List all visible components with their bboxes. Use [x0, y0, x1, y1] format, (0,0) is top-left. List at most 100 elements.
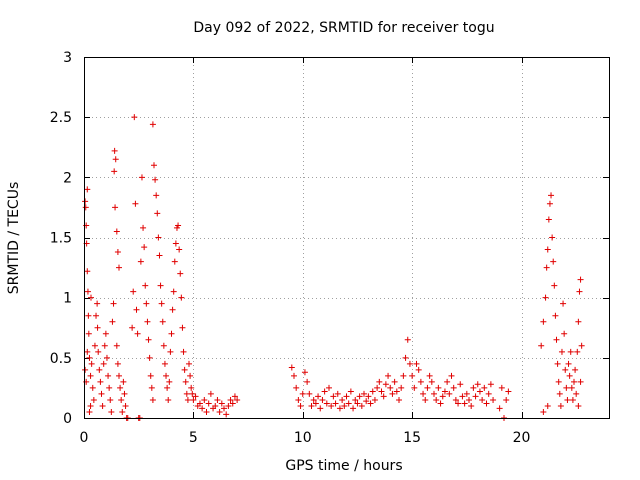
data-point: [341, 402, 348, 409]
data-point: [165, 396, 172, 403]
data-point: [426, 372, 433, 379]
data-point: [196, 400, 203, 407]
data-point: [138, 174, 145, 181]
data-point: [544, 402, 551, 409]
data-point: [181, 366, 188, 373]
data-point: [106, 384, 113, 391]
data-point: [100, 360, 107, 367]
data-point: [481, 384, 488, 391]
data-point: [212, 402, 219, 409]
x-axis-label: GPS time / hours: [285, 458, 402, 474]
data-point: [88, 294, 94, 301]
data-point: [201, 396, 208, 403]
data-point: [207, 390, 214, 397]
data-point: [339, 396, 346, 403]
y-tick-labels: 0 0.5 1 1.5 2 2.5 3: [50, 50, 72, 427]
data-point: [444, 378, 451, 385]
data-point: [102, 330, 109, 337]
data-point: [190, 396, 197, 403]
data-point: [306, 390, 313, 397]
data-point: [564, 396, 571, 403]
data-point: [576, 288, 583, 295]
x-tick-label: 10: [294, 430, 312, 446]
data-point: [86, 354, 93, 361]
y-tick-label: 1.5: [50, 231, 72, 247]
data-point: [568, 384, 575, 391]
data-point: [188, 384, 195, 391]
data-point: [352, 396, 359, 403]
data-point: [472, 393, 479, 400]
data-point: [141, 244, 148, 251]
data-point: [550, 258, 557, 265]
data-point: [554, 360, 561, 367]
data-point: [577, 378, 584, 385]
data-point: [216, 408, 223, 415]
data-point: [328, 402, 335, 409]
data-point: [350, 405, 357, 412]
data-point: [334, 390, 341, 397]
data-point: [116, 372, 122, 379]
data-point: [112, 204, 119, 211]
data-point: [555, 378, 562, 385]
data-point: [107, 396, 114, 403]
data-point: [354, 400, 361, 407]
data-point: [293, 384, 300, 391]
data-point: [326, 384, 332, 391]
data-point: [574, 348, 581, 355]
data-point: [343, 393, 350, 400]
data-point: [179, 324, 186, 331]
data-point: [186, 360, 192, 367]
data-point: [223, 411, 230, 418]
data-point: [301, 369, 308, 376]
data-point: [542, 294, 549, 301]
data-point: [304, 378, 311, 385]
data-point: [159, 318, 166, 325]
data-point: [332, 400, 339, 407]
data-point: [413, 360, 420, 367]
data-point: [404, 336, 411, 343]
data-point: [131, 114, 138, 121]
data-point: [435, 384, 442, 391]
data-point: [178, 294, 185, 301]
x-tick-labels: 0 5 10 15 20: [80, 430, 531, 446]
data-point: [572, 366, 579, 373]
data-point: [114, 360, 121, 367]
data-point: [97, 378, 104, 385]
data-point: [575, 318, 582, 325]
data-point: [496, 405, 503, 412]
data-point: [111, 147, 118, 154]
data-point: [393, 388, 400, 395]
data-point: [578, 342, 585, 349]
data-point: [363, 398, 370, 405]
data-point: [84, 268, 91, 275]
data-point: [457, 381, 464, 388]
data-point: [89, 384, 96, 391]
data-point: [441, 388, 448, 395]
data-point: [450, 384, 457, 391]
data-point: [117, 384, 124, 391]
data-point: [575, 402, 582, 409]
data-point: [396, 396, 402, 403]
data-point: [490, 396, 497, 403]
data-point: [152, 176, 159, 183]
y-axis-label: SRMTID / TECUs: [6, 182, 22, 295]
data-point: [221, 405, 227, 412]
data-point: [163, 372, 170, 379]
data-point: [171, 258, 178, 265]
data-point: [113, 342, 120, 349]
data-point: [205, 400, 212, 407]
data-point: [109, 318, 116, 325]
data-point: [571, 378, 577, 385]
data-point: [382, 381, 389, 388]
data-point: [561, 330, 568, 337]
data-point: [291, 372, 297, 379]
data-point: [149, 121, 156, 128]
data-point: [155, 234, 162, 241]
data-point: [112, 156, 119, 163]
data-point: [85, 330, 92, 337]
data-point: [347, 388, 354, 395]
data-point: [84, 288, 91, 295]
data-point: [122, 402, 129, 409]
data-point: [119, 408, 126, 415]
